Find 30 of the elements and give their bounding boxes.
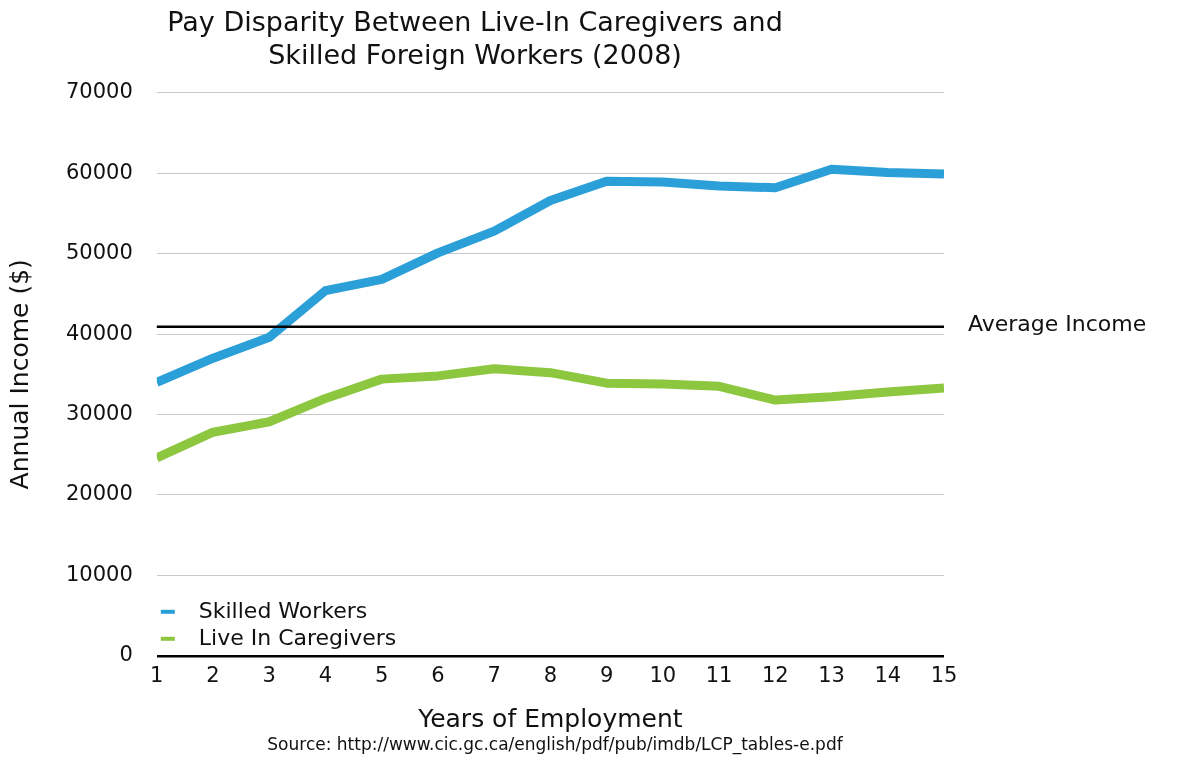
legend-label: Skilled Workers [198,597,368,623]
y-tick-label: 60000 [65,159,133,184]
x-tick-label: 2 [206,662,220,687]
x-tick-label: 5 [375,662,389,687]
legend-label: Live In Caregivers [198,624,397,650]
x-tick-label: 8 [543,662,558,687]
x-tick-label: 1 [150,662,164,687]
x-tick-label: 14 [874,662,902,687]
y-tick-label: 70000 [65,79,133,104]
x-axis-title: Years of Employment [417,703,683,733]
y-tick-label: 40000 [65,320,133,345]
ref-line-label: Average Income [968,310,1147,336]
y-tick-label: 10000 [65,561,133,586]
x-tick-label: 3 [262,662,276,687]
x-tick-label: 12 [761,662,789,687]
x-tick-label: 15 [930,662,958,687]
y-axis-title: Annual Income ($) [4,259,34,490]
source-note: Source: http://www.cic.gc.ca/english/pdf/pub/imdb/LCP_tables-e.pdf [266,734,844,754]
x-tick-label: 10 [649,662,677,687]
y-tick-label: 0 [119,642,133,667]
x-tick-label: 4 [318,662,333,687]
x-tick-label: 7 [487,662,501,687]
x-tick-label: 9 [599,662,614,687]
y-tick-label: 30000 [65,400,133,425]
x-tick-label: 6 [431,662,445,687]
y-tick-label: 20000 [65,481,133,506]
x-tick-label: 11 [705,662,733,687]
chart-title: Pay Disparity Between Live-In Caregivers and Skilled Foreign Workers (2008) [167,6,783,70]
y-tick-label: 50000 [65,240,133,265]
x-tick-label: 13 [818,662,845,687]
